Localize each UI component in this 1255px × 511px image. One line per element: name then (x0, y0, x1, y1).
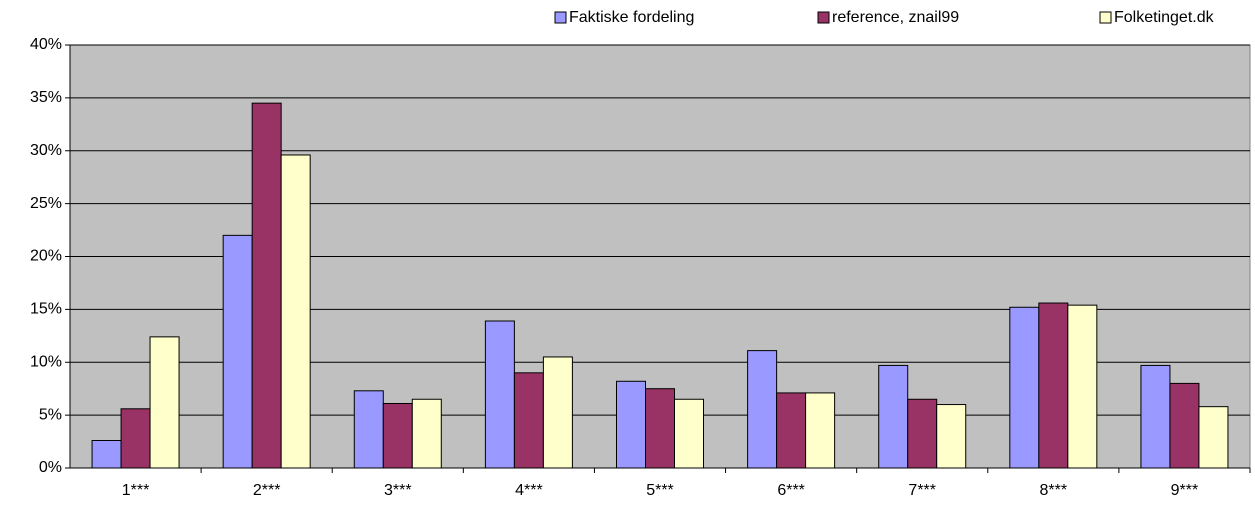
x-tick-label: 2*** (253, 482, 281, 499)
bar (776, 392, 807, 469)
x-tick-label: 6*** (777, 482, 805, 499)
bar (513, 372, 544, 469)
bar (1009, 306, 1040, 469)
bar (1169, 382, 1200, 469)
bar (645, 388, 675, 469)
bar (222, 234, 253, 469)
x-tick-label: 8*** (1040, 482, 1068, 499)
bar (280, 154, 311, 469)
y-tick-label: 10% (30, 353, 62, 370)
bar (91, 440, 122, 469)
y-tick-label: 40% (30, 36, 62, 53)
x-tick-label: 7*** (908, 482, 936, 499)
bar (542, 356, 573, 469)
y-tick-label: 15% (30, 301, 62, 318)
x-tick-label: 4*** (515, 482, 543, 499)
x-tick-label: 5*** (646, 482, 674, 499)
bar (616, 380, 646, 469)
legend-label: Folketinget.dk (1114, 9, 1215, 26)
bar (878, 364, 909, 469)
bar (484, 320, 515, 469)
bar (805, 392, 836, 469)
x-tick-label: 9*** (1171, 482, 1199, 499)
bar (1140, 364, 1171, 469)
x-tick-label: 1*** (122, 482, 150, 499)
bar (747, 350, 778, 469)
bar (1038, 302, 1069, 469)
bar (907, 398, 938, 469)
y-tick-label: 35% (30, 89, 62, 106)
bar (936, 404, 967, 469)
x-tick-label: 3*** (384, 482, 412, 499)
legend-swatch (1099, 11, 1112, 24)
bar (411, 398, 442, 469)
bar (382, 402, 413, 469)
y-tick-label: 0% (39, 459, 62, 476)
bar (251, 102, 282, 469)
legend-swatch (817, 11, 830, 24)
bar (353, 390, 384, 469)
bar (120, 408, 151, 469)
bar (149, 336, 180, 469)
legend-label: Faktiske fordeling (569, 9, 694, 26)
legend-label: reference, znail99 (832, 9, 959, 26)
y-tick-label: 25% (30, 195, 62, 212)
bar (1067, 304, 1098, 469)
y-tick-label: 20% (30, 248, 62, 265)
y-tick-label: 30% (30, 142, 62, 159)
bar (1198, 406, 1229, 469)
bar (674, 398, 704, 469)
y-tick-label: 5% (39, 406, 62, 423)
legend-swatch (554, 11, 567, 24)
